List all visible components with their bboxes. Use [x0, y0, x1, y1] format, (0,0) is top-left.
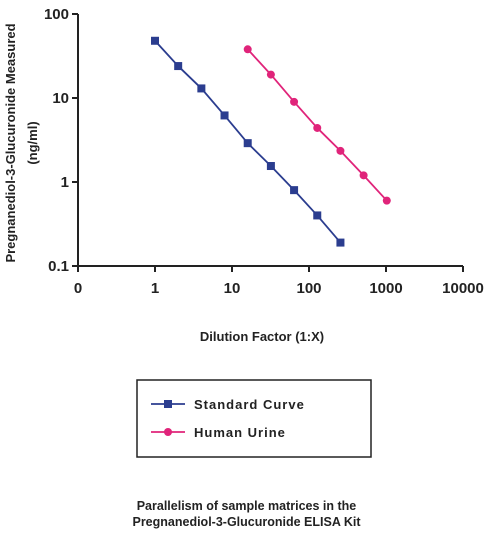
- legend-box: [136, 379, 372, 458]
- data-point: [336, 146, 345, 155]
- data-point: [220, 111, 229, 120]
- legend-items: Standard Curve Human Urine: [151, 397, 305, 440]
- data-point: [266, 162, 275, 171]
- series-layer: [151, 36, 391, 247]
- data-point: [313, 211, 322, 220]
- data-point: [313, 123, 322, 132]
- legend-marker: [164, 400, 172, 408]
- caption: Parallelism of sample matrices in the Pr…: [0, 498, 493, 530]
- x-tick-label: 1: [151, 280, 159, 297]
- y-tick-label: 0.1: [48, 258, 69, 275]
- x-axis-title: Dilution Factor (1:X): [200, 329, 324, 344]
- legend-item: Standard Curve: [151, 397, 305, 412]
- data-point: [197, 84, 206, 93]
- data-point: [243, 139, 252, 148]
- x-ticks: 0 1 10 100 1000 10000: [74, 266, 484, 297]
- plot-area: 0 1 10 100 1000 10000 0.1 1 10 100: [44, 6, 484, 297]
- caption-line1: Parallelism of sample matrices in the: [136, 499, 357, 513]
- x-tick-label: 1000: [369, 280, 402, 297]
- y-ticks: 0.1 1 10 100: [44, 6, 78, 275]
- series-human-urine: [243, 45, 391, 205]
- data-point: [290, 186, 299, 195]
- data-point: [243, 45, 252, 54]
- x-tick-label: 10: [224, 280, 241, 297]
- x-tick-label: 0: [74, 280, 82, 297]
- legend-label: Standard Curve: [194, 397, 305, 412]
- series-standard-curve: [151, 36, 345, 247]
- chart: 0 1 10 100 1000 10000 0.1 1 10 100 Dilution Fact…: [3, 6, 484, 458]
- data-point: [174, 62, 183, 71]
- data-point: [382, 196, 391, 205]
- y-axis-title-line2: (ng/ml): [25, 121, 40, 164]
- y-tick-label: 100: [44, 6, 69, 23]
- legend-marker: [164, 428, 172, 436]
- y-axis-title-line1: Pregnanediol-3-Glucuronide Measured: [3, 23, 18, 262]
- legend-item: Human Urine: [151, 425, 286, 440]
- data-point: [290, 97, 299, 106]
- legend: Standard Curve Human Urine: [136, 379, 372, 458]
- y-tick-label: 1: [61, 174, 69, 191]
- legend-label: Human Urine: [194, 425, 286, 440]
- data-point: [266, 70, 275, 79]
- x-tick-label: 100: [296, 280, 321, 297]
- y-tick-label: 10: [52, 90, 69, 107]
- data-point: [151, 36, 159, 45]
- data-point: [336, 238, 345, 247]
- data-point: [359, 171, 368, 180]
- caption-line2: Pregnanediol-3-Glucuronide ELISA Kit: [132, 515, 361, 529]
- x-tick-label: 10000: [442, 280, 484, 297]
